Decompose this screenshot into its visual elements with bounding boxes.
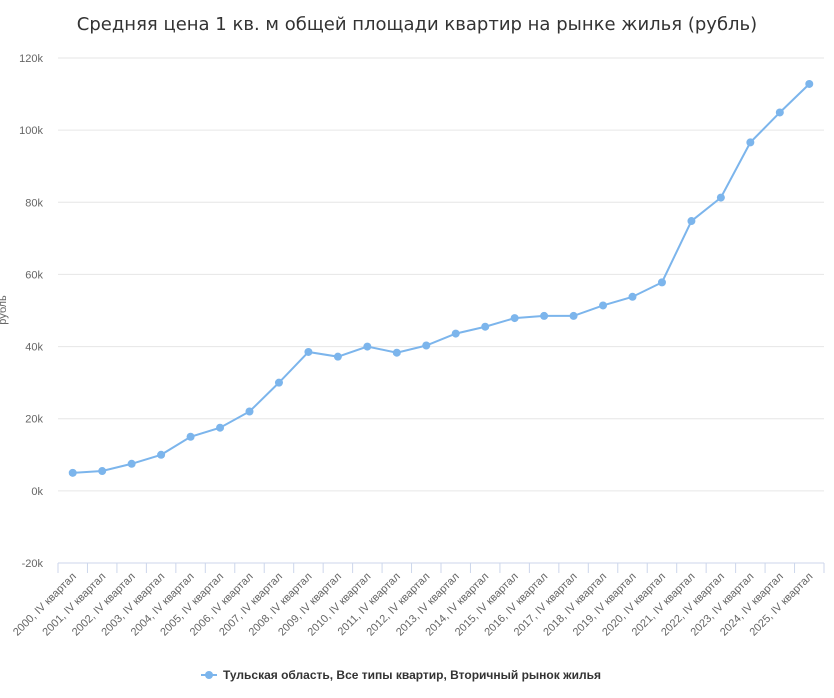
legend-label[interactable]: Тульская область, Все типы квартир, Втор… [223, 668, 601, 682]
data-point[interactable] [481, 322, 490, 331]
data-point[interactable] [657, 278, 666, 287]
data-point[interactable] [451, 329, 460, 338]
data-point[interactable] [540, 311, 549, 320]
legend[interactable]: Тульская область, Все типы квартир, Втор… [201, 668, 601, 682]
series-line [72, 83, 810, 474]
data-point[interactable] [422, 341, 431, 350]
data-point[interactable] [363, 342, 372, 351]
data-point[interactable] [805, 79, 814, 88]
y-tick-label: 0k [31, 486, 43, 498]
data-point[interactable] [569, 311, 578, 320]
data-point[interactable] [510, 314, 519, 323]
data-point[interactable] [186, 432, 195, 441]
series-points [68, 79, 814, 477]
data-point[interactable] [245, 407, 254, 416]
y-tick-label: 100k [19, 125, 43, 137]
y-tick-label: 20k [25, 414, 43, 426]
y-tick-label: 120k [19, 53, 43, 65]
chart-title: Средняя цена 1 кв. м общей площади кварт… [76, 14, 758, 35]
data-point[interactable] [628, 292, 637, 301]
data-point[interactable] [746, 138, 755, 147]
data-point[interactable] [775, 108, 784, 117]
y-axis-title: рубль [0, 295, 9, 325]
data-point[interactable] [716, 193, 725, 202]
y-tick-label: 40k [25, 342, 43, 354]
data-point[interactable] [687, 217, 696, 226]
data-point[interactable] [599, 301, 608, 310]
y-tick-label: 60k [25, 269, 43, 281]
y-tick-label: 80k [25, 197, 43, 209]
x-axis-ticks [57, 563, 825, 573]
data-point[interactable] [68, 468, 77, 477]
data-point[interactable] [98, 467, 107, 476]
data-point[interactable] [392, 348, 401, 357]
y-axis-tick-labels: -20k 0k 20k 40k 60k 80k 100k 120k [19, 53, 43, 570]
data-point[interactable] [274, 378, 283, 387]
grid-lines [58, 57, 824, 492]
data-point[interactable] [333, 352, 342, 361]
data-point[interactable] [216, 423, 225, 432]
legend-marker-icon [205, 671, 213, 679]
data-point[interactable] [157, 450, 166, 459]
data-point[interactable] [304, 347, 313, 356]
data-point[interactable] [127, 459, 136, 468]
y-tick-label: -20k [22, 558, 44, 570]
